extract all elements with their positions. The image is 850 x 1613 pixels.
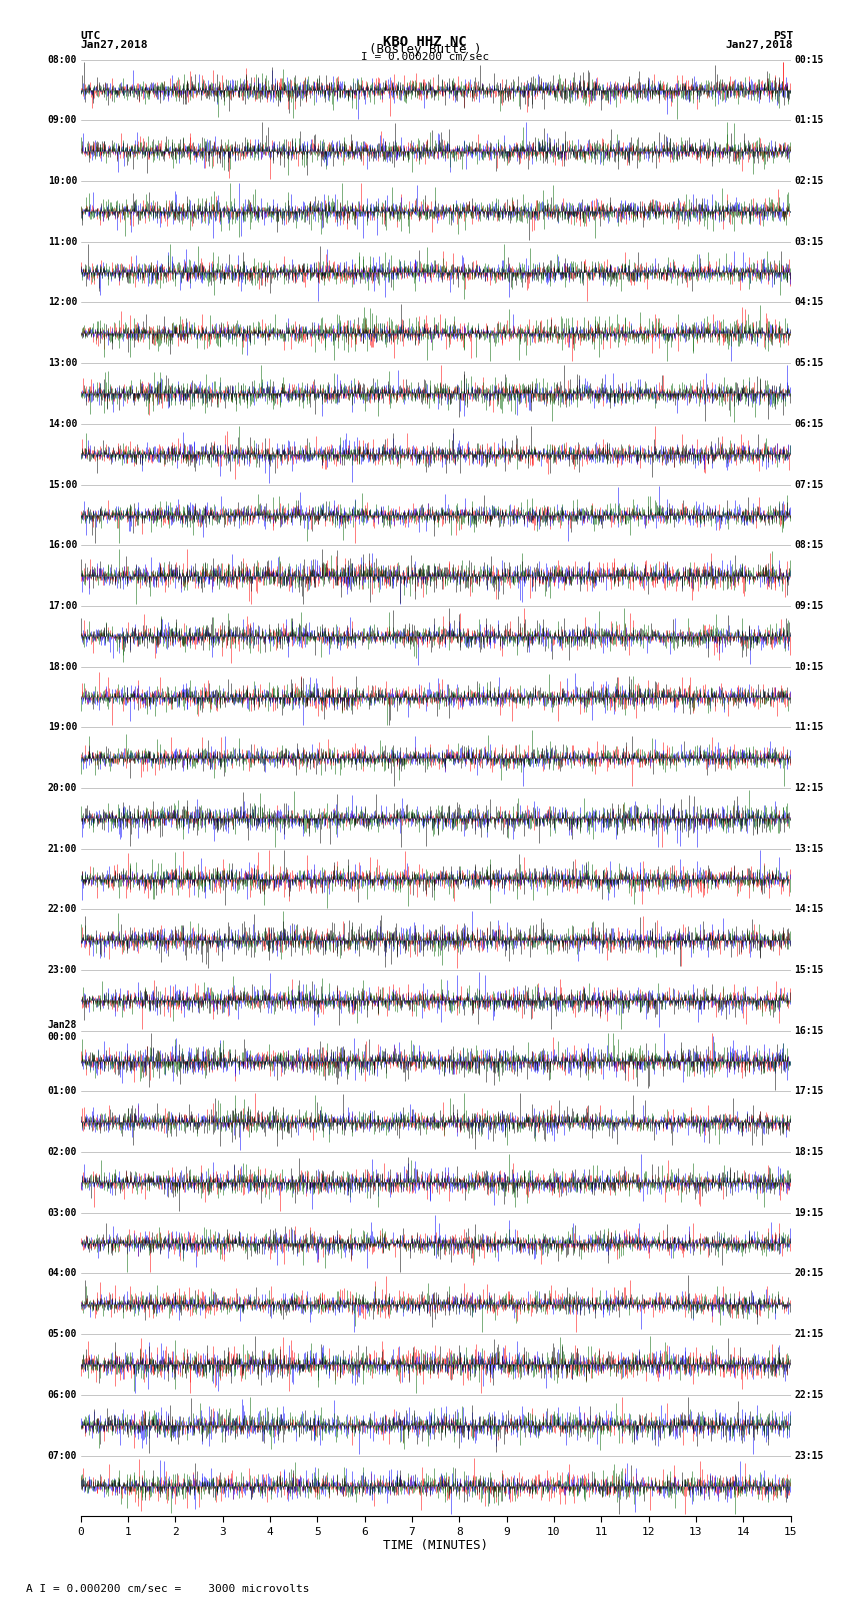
- Text: 06:15: 06:15: [794, 419, 824, 429]
- Text: 05:00: 05:00: [48, 1329, 77, 1339]
- Text: 01:15: 01:15: [794, 116, 824, 126]
- Text: I = 0.000200 cm/sec: I = 0.000200 cm/sec: [361, 52, 489, 61]
- Text: 23:00: 23:00: [48, 965, 77, 974]
- Text: (Bosley Butte ): (Bosley Butte ): [369, 44, 481, 56]
- Text: 15:15: 15:15: [794, 965, 824, 974]
- Text: 16:15: 16:15: [794, 1026, 824, 1036]
- Text: 04:00: 04:00: [48, 1268, 77, 1279]
- Text: 08:15: 08:15: [794, 540, 824, 550]
- Text: 18:00: 18:00: [48, 661, 77, 671]
- Text: 21:15: 21:15: [794, 1329, 824, 1339]
- Text: 22:15: 22:15: [794, 1390, 824, 1400]
- Text: 10:15: 10:15: [794, 661, 824, 671]
- Text: 19:15: 19:15: [794, 1208, 824, 1218]
- Text: 12:15: 12:15: [794, 782, 824, 794]
- Text: 13:15: 13:15: [794, 844, 824, 853]
- Text: PST: PST: [773, 31, 793, 40]
- Text: 11:15: 11:15: [794, 723, 824, 732]
- Text: 05:15: 05:15: [794, 358, 824, 368]
- Text: 09:00: 09:00: [48, 116, 77, 126]
- Text: 20:00: 20:00: [48, 782, 77, 794]
- Text: Jan27,2018: Jan27,2018: [81, 40, 148, 50]
- X-axis label: TIME (MINUTES): TIME (MINUTES): [383, 1539, 488, 1552]
- Text: 03:00: 03:00: [48, 1208, 77, 1218]
- Text: 07:00: 07:00: [48, 1450, 77, 1460]
- Text: 01:00: 01:00: [48, 1087, 77, 1097]
- Text: 20:15: 20:15: [794, 1268, 824, 1279]
- Text: 17:00: 17:00: [48, 602, 77, 611]
- Text: 06:00: 06:00: [48, 1390, 77, 1400]
- Text: 02:00: 02:00: [48, 1147, 77, 1157]
- Text: 14:00: 14:00: [48, 419, 77, 429]
- Text: 04:15: 04:15: [794, 297, 824, 308]
- Text: 16:00: 16:00: [48, 540, 77, 550]
- Text: 15:00: 15:00: [48, 479, 77, 489]
- Text: 18:15: 18:15: [794, 1147, 824, 1157]
- Text: 22:00: 22:00: [48, 905, 77, 915]
- Text: 07:15: 07:15: [794, 479, 824, 489]
- Text: 12:00: 12:00: [48, 297, 77, 308]
- Text: UTC: UTC: [81, 31, 101, 40]
- Text: 09:15: 09:15: [794, 602, 824, 611]
- Text: 03:15: 03:15: [794, 237, 824, 247]
- Text: 11:00: 11:00: [48, 237, 77, 247]
- Text: 10:00: 10:00: [48, 176, 77, 185]
- Text: 14:15: 14:15: [794, 905, 824, 915]
- Text: 23:15: 23:15: [794, 1450, 824, 1460]
- Text: 00:15: 00:15: [794, 55, 824, 65]
- Text: Jan28
00:00: Jan28 00:00: [48, 1019, 77, 1042]
- Text: 02:15: 02:15: [794, 176, 824, 185]
- Text: KBO HHZ NC: KBO HHZ NC: [383, 35, 467, 48]
- Text: 13:00: 13:00: [48, 358, 77, 368]
- Text: 08:00: 08:00: [48, 55, 77, 65]
- Text: 17:15: 17:15: [794, 1087, 824, 1097]
- Text: Jan27,2018: Jan27,2018: [726, 40, 793, 50]
- Text: A I = 0.000200 cm/sec =    3000 microvolts: A I = 0.000200 cm/sec = 3000 microvolts: [26, 1584, 309, 1594]
- Text: 19:00: 19:00: [48, 723, 77, 732]
- Text: 21:00: 21:00: [48, 844, 77, 853]
